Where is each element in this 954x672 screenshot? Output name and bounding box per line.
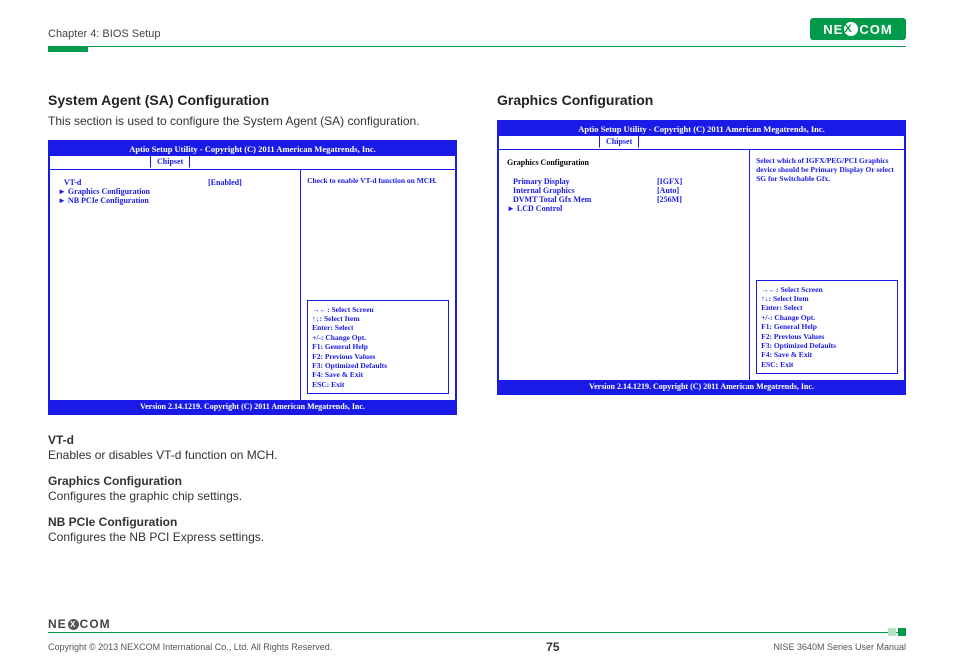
bios-option-row: ► Graphics Configuration xyxy=(58,187,292,196)
bios-key-hint: ↑↓: Select Item xyxy=(312,314,444,323)
bios-options-pane: VT-d[Enabled]► Graphics Configuration► N… xyxy=(50,170,301,400)
logo-text-left: NE xyxy=(823,22,843,37)
desc-heading: VT-d xyxy=(48,433,457,447)
header-rule xyxy=(48,46,906,52)
bios-screen-sa: Aptio Setup Utility - Copyright (C) 2011… xyxy=(48,140,457,415)
bios-option-value: [256M] xyxy=(657,195,682,204)
bios-option-row: ► NB PCIe Configuration xyxy=(58,196,292,205)
bios-key-hint: →←: Select Screen xyxy=(312,305,444,314)
bios-option-label: ► Graphics Configuration xyxy=(58,187,208,196)
bios-key-hint: F4: Save & Exit xyxy=(761,350,893,359)
bios-option-row: ► LCD Control xyxy=(507,204,741,213)
bios-key-hint: +/-: Change Opt. xyxy=(312,333,444,342)
desc-text: Configures the NB PCI Express settings. xyxy=(48,530,457,544)
bios-key-hint: F3: Optimized Defaults xyxy=(761,341,893,350)
bios-option-row: VT-d[Enabled] xyxy=(58,178,292,187)
bios-footer: Version 2.14.1219. Copyright (C) 2011 Am… xyxy=(50,400,455,413)
bios-option-row: DVMT Total Gfx Mem[256M] xyxy=(507,195,741,204)
bios-option-row: Internal Graphics[Auto] xyxy=(507,186,741,195)
left-intro-text: This section is used to configure the Sy… xyxy=(48,114,457,128)
desc-heading: NB PCIe Configuration xyxy=(48,515,457,529)
left-section-title: System Agent (SA) Configuration xyxy=(48,92,457,108)
bios-key-hint: F1: General Help xyxy=(312,342,444,351)
manual-title: NISE 3640M Series User Manual xyxy=(773,642,906,652)
logo-text-right: COM xyxy=(80,617,111,631)
bios-key-hint: +/-: Change Opt. xyxy=(761,313,893,322)
bios-key-legend: →←: Select Screen↑↓: Select ItemEnter: S… xyxy=(756,280,898,374)
chapter-label: Chapter 4: BIOS Setup xyxy=(48,28,161,40)
footer-rule xyxy=(48,632,906,638)
bios-screen-gfx: Aptio Setup Utility - Copyright (C) 2011… xyxy=(497,120,906,395)
bios-key-legend: →←: Select Screen↑↓: Select ItemEnter: S… xyxy=(307,300,449,394)
bios-key-hint: F1: General Help xyxy=(761,322,893,331)
logo-x-icon: X xyxy=(68,619,79,630)
bios-option-row: Primary Display[IGFX] xyxy=(507,177,741,186)
option-descriptions: VT-dEnables or disables VT-d function on… xyxy=(48,433,457,544)
bios-help-text: Select which of IGFX/PEG/PCI Graphics de… xyxy=(756,156,898,183)
bios-option-label: ► NB PCIe Configuration xyxy=(58,196,208,205)
bios-key-hint: F4: Save & Exit xyxy=(312,370,444,379)
bios-tab-row: Chipset xyxy=(50,156,455,170)
footer-square-icon xyxy=(898,628,906,636)
bios-key-hint: ↑↓: Select Item xyxy=(761,294,893,303)
bios-key-hint: ESC: Exit xyxy=(312,380,444,389)
brand-logo: NEXCOM xyxy=(810,18,906,40)
bios-tab-row: Chipset xyxy=(499,136,904,150)
bios-option-value: [IGFX] xyxy=(657,177,682,186)
bios-option-value: [Enabled] xyxy=(208,178,242,187)
bios-key-hint: ESC: Exit xyxy=(761,360,893,369)
bios-options-pane: Graphics Configuration Primary Display[I… xyxy=(499,150,750,380)
bios-tab-chipset: Chipset xyxy=(599,135,639,148)
bios-option-label: DVMT Total Gfx Mem xyxy=(507,195,657,204)
desc-text: Configures the graphic chip settings. xyxy=(48,489,457,503)
bios-panel-heading: Graphics Configuration xyxy=(507,158,741,167)
copyright-text: Copyright © 2013 NEXCOM International Co… xyxy=(48,642,332,652)
bios-option-label: VT-d xyxy=(58,178,208,187)
bios-key-hint: F3: Optimized Defaults xyxy=(312,361,444,370)
desc-text: Enables or disables VT-d function on MCH… xyxy=(48,448,457,462)
bios-footer: Version 2.14.1219. Copyright (C) 2011 Am… xyxy=(499,380,904,393)
bios-option-label: Primary Display xyxy=(507,177,657,186)
logo-x-icon: X xyxy=(844,22,858,36)
bios-key-hint: F2: Previous Values xyxy=(312,352,444,361)
bios-key-hint: →←: Select Screen xyxy=(761,285,893,294)
page-number: 75 xyxy=(546,640,559,654)
bios-tab-chipset: Chipset xyxy=(150,155,190,168)
bios-help-text: Check to enable VT-d function on MCH. xyxy=(307,176,449,185)
footer-square-icon xyxy=(888,628,896,636)
bios-option-label: Internal Graphics xyxy=(507,186,657,195)
logo-text-right: COM xyxy=(859,22,892,37)
bios-title: Aptio Setup Utility - Copyright (C) 2011… xyxy=(499,122,904,136)
bios-key-hint: Enter: Select xyxy=(312,323,444,332)
bios-option-value: [Auto] xyxy=(657,186,679,195)
bios-title: Aptio Setup Utility - Copyright (C) 2011… xyxy=(50,142,455,156)
logo-text-left: NE xyxy=(48,617,67,631)
bios-option-label: ► LCD Control xyxy=(507,204,657,213)
bios-key-hint: Enter: Select xyxy=(761,303,893,312)
bios-key-hint: F2: Previous Values xyxy=(761,332,893,341)
right-section-title: Graphics Configuration xyxy=(497,92,906,108)
footer-logo: NEXCOM xyxy=(48,616,118,632)
desc-heading: Graphics Configuration xyxy=(48,474,457,488)
